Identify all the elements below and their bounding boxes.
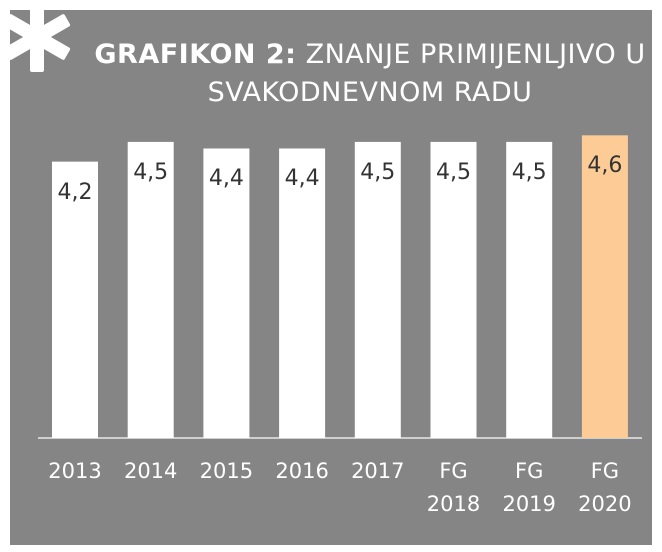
bar	[354, 141, 401, 438]
x-tick-label: FG 2020	[578, 459, 632, 516]
chart-title: GRAFIKON 2: ZNANJE PRIMIJENLJIVO U SVAKO…	[80, 36, 660, 112]
x-tick-label: 2015	[199, 459, 254, 483]
title-text: ZNANJE PRIMIJENLJIVO U SVAKODNEVNOM RADU	[207, 39, 646, 108]
value-label: 4,5	[436, 159, 471, 185]
x-tick-label: 2016	[275, 459, 329, 483]
bar	[203, 148, 250, 439]
bar	[52, 161, 98, 438]
x-tick-label: 2014	[123, 459, 178, 483]
bar	[581, 135, 628, 438]
title-prefix: GRAFIKON 2:	[94, 39, 297, 70]
bar	[430, 141, 477, 438]
bar	[127, 141, 174, 438]
asterisk	[3, 2, 71, 72]
x-tick-label: FG 2018	[426, 459, 481, 516]
value-label: 4,4	[208, 166, 244, 192]
value-label: 4,6	[587, 153, 623, 179]
value-label: 4,2	[57, 179, 93, 205]
bar	[279, 148, 326, 439]
value-label: 4,4	[284, 166, 320, 192]
x-tick-label: 2013	[48, 459, 102, 483]
value-label: 4,5	[360, 159, 396, 185]
x-tick-label: FG 2019	[502, 459, 556, 516]
x-tick-label: 2017	[351, 459, 405, 483]
bar	[506, 141, 553, 438]
value-label: 4,5	[511, 159, 547, 185]
value-label: 4,5	[133, 159, 169, 185]
